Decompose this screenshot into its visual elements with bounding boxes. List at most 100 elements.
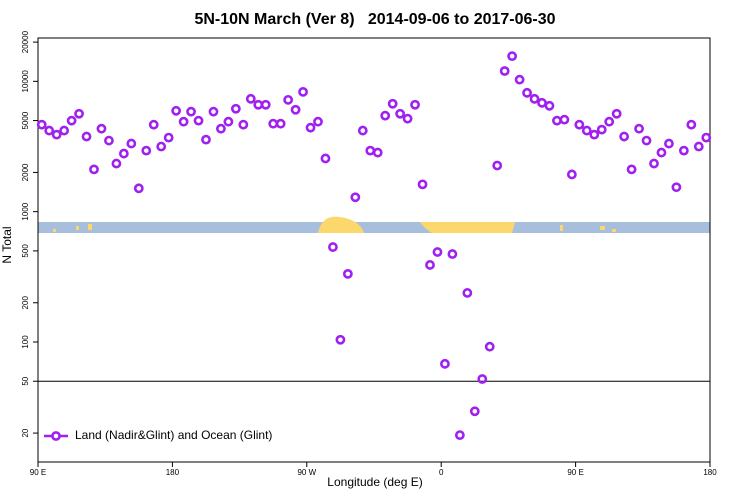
y-tick-label: 20000 <box>21 30 30 53</box>
point <box>701 132 712 143</box>
point <box>320 153 331 164</box>
y-tick-label: 2000 <box>21 163 30 181</box>
x-tick-label: 90 W <box>297 468 316 477</box>
point <box>380 110 391 121</box>
point <box>96 123 107 134</box>
point <box>216 123 226 134</box>
y-tick-label: 100 <box>21 335 30 349</box>
point <box>328 242 338 252</box>
point <box>581 125 592 136</box>
point <box>372 147 383 158</box>
x-tick-label: 90 E <box>567 468 583 477</box>
point <box>245 93 256 104</box>
x-tick-label: 90 E <box>30 468 46 477</box>
point <box>66 115 77 126</box>
point <box>283 94 294 105</box>
point <box>664 138 674 149</box>
point <box>417 179 428 190</box>
point <box>223 116 234 127</box>
y-tick-label: 50 <box>21 376 30 385</box>
point <box>357 125 368 136</box>
y-tick-label: 5000 <box>21 111 30 129</box>
chart-title: 5N-10N March (Ver 8) 2014-09-06 to 2017-… <box>194 11 555 28</box>
map-strip <box>38 216 710 233</box>
point <box>133 183 144 194</box>
point <box>230 103 241 114</box>
point <box>148 119 159 130</box>
point <box>552 115 562 126</box>
point <box>596 124 607 135</box>
legend-label: Land (Nadir&Glint) and Ocean (Glint) <box>75 428 272 442</box>
point <box>589 129 600 140</box>
point <box>44 125 55 136</box>
point <box>440 358 450 369</box>
point <box>469 406 480 417</box>
point <box>275 118 286 129</box>
point <box>186 106 196 117</box>
point <box>559 114 570 125</box>
point <box>634 123 644 134</box>
point <box>260 99 271 110</box>
point <box>111 158 122 169</box>
point <box>537 97 547 108</box>
point <box>313 116 323 127</box>
y-tick-label: 1000 <box>21 202 30 220</box>
point <box>290 104 301 115</box>
point <box>171 105 182 116</box>
point <box>454 430 465 441</box>
point <box>566 169 577 180</box>
point <box>484 341 495 352</box>
point <box>641 135 652 146</box>
point <box>693 141 704 152</box>
point <box>432 247 443 257</box>
point <box>81 131 92 142</box>
point <box>74 108 84 119</box>
point <box>574 119 585 130</box>
point <box>59 125 70 136</box>
point <box>365 145 376 156</box>
point <box>238 119 249 130</box>
point <box>447 249 458 259</box>
point <box>201 134 211 145</box>
x-tick-label: 180 <box>703 468 717 477</box>
point <box>522 87 532 98</box>
point <box>387 98 398 109</box>
point <box>611 108 622 119</box>
x-tick-label: 180 <box>166 468 180 477</box>
point <box>604 116 615 127</box>
point <box>671 182 682 193</box>
point <box>156 141 167 152</box>
point <box>118 148 129 159</box>
point <box>626 164 637 175</box>
point <box>507 51 518 62</box>
point <box>686 119 697 130</box>
point <box>350 192 361 203</box>
y-tick-label: 10000 <box>21 70 30 93</box>
point <box>477 374 488 384</box>
point <box>499 66 510 76</box>
point <box>335 334 346 345</box>
x-tick-label: 0 <box>439 468 444 477</box>
point <box>178 116 189 127</box>
point <box>402 113 413 124</box>
x-axis-label: Longitude (deg E) <box>327 475 422 489</box>
point <box>36 119 47 130</box>
point <box>208 106 219 117</box>
y-tick-label: 20 <box>21 428 30 437</box>
point <box>619 131 630 142</box>
point <box>89 164 99 175</box>
point <box>253 99 264 110</box>
point <box>395 108 406 119</box>
point <box>649 158 659 169</box>
point <box>268 118 279 129</box>
point <box>342 268 353 279</box>
point <box>298 86 308 97</box>
plot-frame <box>37 37 711 463</box>
point <box>410 99 420 110</box>
point <box>193 115 204 126</box>
point <box>492 160 503 171</box>
point <box>462 288 473 298</box>
point <box>305 122 316 133</box>
point <box>529 93 540 104</box>
